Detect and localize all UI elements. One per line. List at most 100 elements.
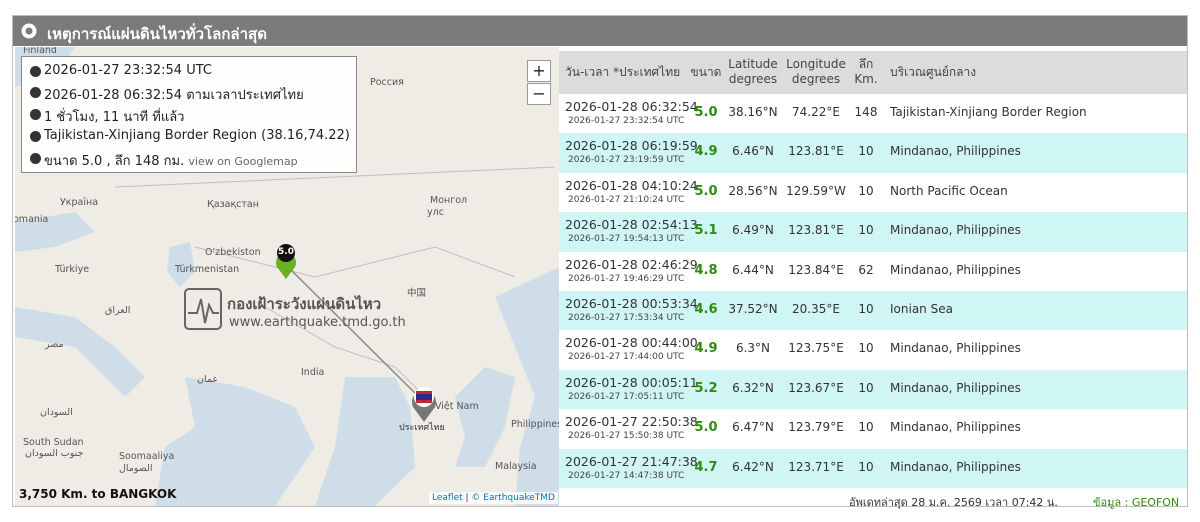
leaflet-link[interactable]: Leaflet: [432, 493, 463, 503]
clock-icon: [30, 87, 41, 98]
depth: 10: [858, 223, 874, 238]
map-label: مصر: [45, 339, 64, 350]
map-label: عمان: [197, 374, 219, 385]
date-thai: 2026-01-28 02:54:13: [565, 217, 698, 233]
googlemap-link[interactable]: view on Googlemap: [188, 155, 298, 168]
latitude: 6.47°N: [732, 420, 774, 435]
earthquake-table: วัน-เวลา *ประเทศไทย ขนาด Latitude degrees Lo…: [559, 51, 1187, 509]
latitude: 28.56°N: [728, 183, 778, 198]
region: North Pacific Ocean: [890, 183, 1008, 198]
map-label: Россия: [370, 77, 404, 88]
header-bar: เหตุการณ์แผ่นดินไหวทั่วโลกล่าสุด: [13, 16, 1187, 46]
region: Mindanao, Philippines: [890, 223, 1021, 238]
date-utc: 2026-01-27 23:19:59 UTC: [568, 155, 685, 166]
date-utc: 2026-01-27 19:46:29 UTC: [568, 273, 685, 284]
zoom-in-button[interactable]: +: [527, 60, 551, 82]
date-thai: 2026-01-28 06:19:59: [565, 138, 698, 154]
latitude: 37.52°N: [728, 302, 778, 316]
depth: 10: [858, 380, 874, 395]
info-local: 2026-01-28 06:32:54 ตามเวลาประเทศไทย: [44, 88, 304, 103]
source-link[interactable]: © EarthquakeTMD: [471, 493, 555, 503]
longitude: 123.71°E: [788, 459, 844, 474]
magnitude: 4.9: [694, 341, 718, 357]
table-row[interactable]: 2026-01-28 02:54:13 2026-01-27 19:54:13 U…: [559, 212, 1187, 252]
depth: 10: [858, 420, 874, 435]
table-row[interactable]: 2026-01-27 21:47:38 2026-01-27 14:47:38 U…: [559, 448, 1187, 488]
header-icon: [21, 23, 37, 39]
table-row[interactable]: 2026-01-28 00:53:34 2026-01-27 17:53:34 U…: [559, 291, 1187, 331]
table-row[interactable]: 2026-01-28 02:46:29 2026-01-27 19:46:29 U…: [559, 251, 1187, 291]
map-label: جنوب السودان: [25, 448, 84, 459]
date-thai: 2026-01-28 00:44:00: [565, 335, 698, 351]
map-base: [15, 47, 559, 506]
map-label: Қазақстан: [207, 199, 259, 210]
table-row[interactable]: 2026-01-27 22:50:38 2026-01-27 15:50:38 U…: [559, 409, 1187, 449]
column-header-text: Latitude degrees: [723, 57, 783, 87]
data-source: ข้อมูล : GEOFON: [1093, 496, 1180, 509]
zoom-out-button[interactable]: −: [527, 83, 551, 105]
depth: 148: [854, 105, 878, 119]
table-row[interactable]: 2026-01-28 00:44:00 2026-01-27 17:44:00 U…: [559, 330, 1187, 370]
date-utc: 2026-01-27 14:47:38 UTC: [568, 470, 685, 481]
column-header-text: Longitude degrees: [783, 57, 849, 87]
map-label: O'zbekiston: [205, 247, 261, 258]
depth: 10: [858, 302, 874, 316]
latitude: 6.42°N: [732, 459, 774, 474]
earthquake-panel: เหตุการณ์แผ่นดินไหวทั่วโลกล่าสุด Finland…: [12, 15, 1188, 509]
column-header-line: degrees: [791, 72, 841, 86]
date-utc: 2026-01-27 17:53:34 UTC: [568, 313, 685, 323]
watermark-url: www.earthquake.tmd.go.th: [229, 315, 406, 330]
longitude: 123.81°E: [788, 223, 844, 238]
map-label: South Sudan: [23, 437, 84, 448]
longitude: 123.79°E: [788, 420, 844, 435]
map-label: Philippines: [511, 419, 559, 430]
map-label: Türkiye: [55, 264, 90, 275]
column-header-text: ขนาด: [689, 65, 723, 80]
table-row[interactable]: 2026-01-28 00:05:11 2026-01-27 17:05:11 U…: [559, 369, 1187, 410]
latitude: 6.46°N: [732, 144, 774, 159]
date-thai: 2026-01-27 21:47:38: [565, 453, 698, 469]
info-icon: [30, 153, 41, 164]
column-header-text: ลึก Km.: [849, 57, 883, 87]
clock-icon: [30, 66, 41, 77]
map-label: улс: [427, 207, 444, 218]
magnitude: 4.9: [694, 144, 718, 160]
longitude: 123.84°E: [788, 262, 844, 277]
map-label: Malaysia: [495, 461, 537, 472]
depth: 10: [858, 183, 874, 198]
map-label: العراق: [105, 305, 131, 316]
magnitude: 4.7: [694, 459, 718, 475]
date-utc: 2026-01-27 19:54:13 UTC: [568, 234, 685, 245]
table-row[interactable]: 2026-01-28 06:19:59 2026-01-27 23:19:59 U…: [559, 133, 1187, 173]
magnitude-text: ขนาด 5.0 , ลึก 148 กม.: [44, 154, 185, 169]
date-utc: 2026-01-27 21:10:24 UTC: [568, 194, 685, 205]
date-utc: 2026-01-27 15:50:38 UTC: [568, 431, 685, 442]
magnitude: 4.8: [694, 262, 718, 278]
date-utc: 2026-01-27 23:32:54 UTC: [568, 116, 685, 126]
depth: 10: [858, 144, 874, 159]
column-header: บริเวณศูนย์กลาง: [883, 51, 1187, 94]
region: Mindanao, Philippines: [890, 380, 1021, 395]
info-region: Tajikistan-Xinjiang Border Region (38.16…: [44, 128, 350, 143]
map-label: الصومال: [119, 463, 153, 474]
table-row[interactable]: 2026-01-28 06:32:54 2026-01-27 23:32:54 U…: [559, 94, 1187, 134]
column-header-line: วัน-เวลา *ประเทศไทย: [565, 65, 681, 79]
table-row[interactable]: 2026-01-28 04:10:24 2026-01-27 21:10:24 U…: [559, 172, 1187, 213]
column-header-line: บริเวณศูนย์กลาง: [890, 65, 977, 79]
depth: 10: [858, 459, 874, 474]
date-utc: 2026-01-27 17:44:00 UTC: [568, 352, 685, 363]
longitude: 123.81°E: [788, 144, 844, 159]
info-ago: 1 ชั่วโมง, 11 นาที ที่แล้ว: [44, 110, 185, 125]
column-header-line: Latitude: [728, 57, 778, 71]
magnitude: 5.0: [694, 183, 718, 199]
region: Mindanao, Philippines: [890, 341, 1021, 356]
info-box: 2026-01-27 23:32:54 UTC 2026-01-28 06:32…: [21, 56, 357, 173]
timer-icon: [30, 109, 41, 120]
region: Mindanao, Philippines: [890, 144, 1021, 159]
map-label: Việt Nam: [435, 401, 479, 412]
map-label: Türkmenistan: [175, 264, 240, 275]
map-label: Україна: [60, 197, 99, 208]
date-thai: 2026-01-28 00:05:11: [565, 374, 698, 390]
latitude: 6.49°N: [732, 223, 774, 238]
